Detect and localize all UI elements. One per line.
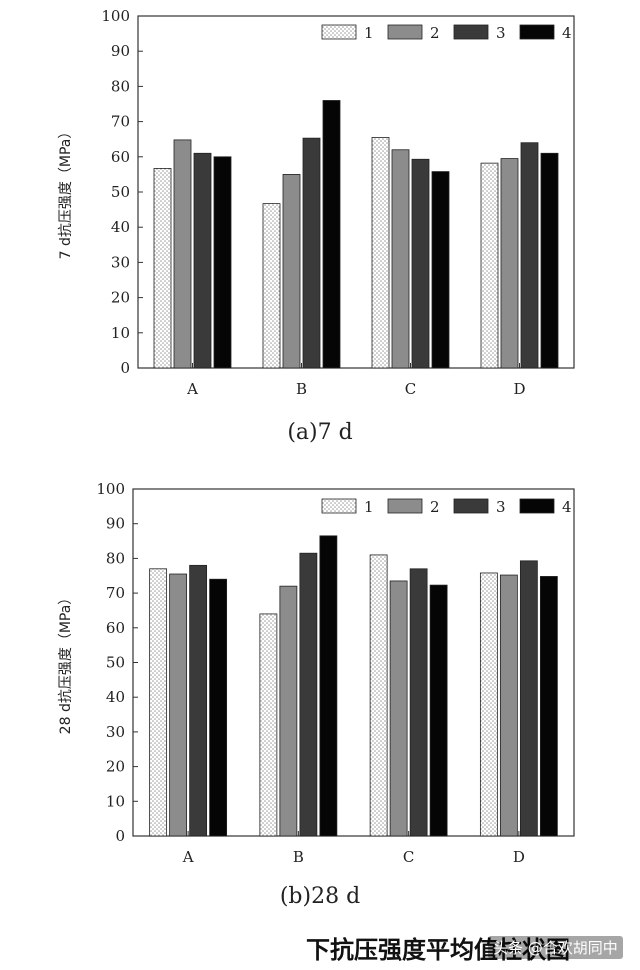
chart-b-bar-D-s4 xyxy=(539,576,558,837)
chart-a-ytick-label: 20 xyxy=(111,289,130,307)
chart-a-legend-swatch-1 xyxy=(321,24,357,40)
chart-b-ytick-label: 90 xyxy=(106,515,125,533)
chart-a-bar-B-s3 xyxy=(302,137,321,369)
chart-a-bar-B-s1 xyxy=(262,203,281,369)
chart-b-xtick-label: A xyxy=(182,848,194,866)
chart-a-xtick-label: C xyxy=(405,380,416,398)
chart-b-ytick-label: 20 xyxy=(106,758,125,776)
chart-b-bar-A-s1 xyxy=(149,568,168,837)
chart-b-ytick-label: 70 xyxy=(106,584,125,602)
chart-a-legend-swatch-3 xyxy=(453,24,489,40)
chart-a-legend-swatch-4 xyxy=(519,24,555,40)
chart-b-bar-C-s4 xyxy=(429,584,448,837)
chart-a-ytick-label: 0 xyxy=(120,359,130,377)
chart-a-bar-C-s2 xyxy=(391,149,410,369)
chart-a-legend-label-4: 4 xyxy=(562,24,572,42)
chart-a-legend-label-1: 1 xyxy=(364,24,374,42)
chart-b-caption: (b)28 d xyxy=(279,884,361,909)
chart-a-ytick-label: 90 xyxy=(111,42,130,60)
chart-a-bar-C-s4 xyxy=(431,171,450,369)
chart-a-ytick-label: 100 xyxy=(101,7,130,25)
chart-b-bar-B-s1 xyxy=(259,613,278,837)
chart-b-bar-D-s1 xyxy=(479,572,498,837)
chart-a-xtick-label: A xyxy=(186,380,198,398)
chart-a-ylabel: 7 d抗压强度（MPa） xyxy=(58,125,74,260)
chart-a-caption: (a)7 d xyxy=(287,420,353,445)
chart-a-ytick-label: 50 xyxy=(111,183,130,201)
chart-a-ytick-label: 10 xyxy=(111,324,130,342)
chart-a-legend-label-2: 2 xyxy=(430,24,440,42)
chart-b-bar-C-s3 xyxy=(409,568,428,837)
chart-b-xtick-label: B xyxy=(293,848,304,866)
chart-a-bar-C-s3 xyxy=(411,158,430,369)
chart-b-bar-C-s1 xyxy=(369,554,388,837)
chart-a-bar-D-s3 xyxy=(520,142,539,369)
chart-a-ytick-label: 60 xyxy=(111,148,130,166)
chart-a-ytick-label: 80 xyxy=(111,77,130,95)
chart-a-ytick-label: 40 xyxy=(111,218,130,236)
chart-b-legend-label-3: 3 xyxy=(496,498,506,516)
chart-a-ytick-label: 70 xyxy=(111,113,130,131)
chart-b-ytick-label: 10 xyxy=(106,792,125,810)
chart-b-bar-B-s4 xyxy=(319,535,338,837)
chart-b-ytick-label: 40 xyxy=(106,688,125,706)
chart-b-ytick-label: 30 xyxy=(106,723,125,741)
chart-a-bar-A-s1 xyxy=(153,168,172,369)
chart-a-bar-C-s1 xyxy=(371,137,390,369)
chart-b-ytick-label: 0 xyxy=(115,827,125,845)
chart-b-bar-D-s2 xyxy=(499,574,518,837)
chart-a-legend-swatch-2 xyxy=(387,24,423,40)
chart-a-bar-B-s4 xyxy=(322,100,341,369)
chart-b-bar-A-s3 xyxy=(189,564,208,837)
chart-a-bar-A-s4 xyxy=(213,156,232,369)
chart-b-ytick-label: 60 xyxy=(106,619,125,637)
figure-title: 下抗压强度平均值柱状图 xyxy=(306,936,570,964)
chart-a-bar-B-s2 xyxy=(282,173,301,369)
chart-a-bar-D-s4 xyxy=(540,152,559,369)
chart-b-legend-swatch-4 xyxy=(519,498,555,514)
chart-b-legend-swatch-1 xyxy=(321,498,357,514)
chart-b-legend-label-1: 1 xyxy=(364,498,374,516)
chart-a-bar-D-s1 xyxy=(480,162,499,369)
chart-b-xtick-label: D xyxy=(513,848,525,866)
chart-b-bar-A-s2 xyxy=(169,573,188,837)
chart-b-bar-B-s3 xyxy=(299,552,318,837)
chart-a-xtick-label: D xyxy=(513,380,525,398)
chart-a-ytick-label: 30 xyxy=(111,253,130,271)
chart-b-legend-label-2: 2 xyxy=(430,498,440,516)
watermark: 头条 @合欢胡同中 xyxy=(488,936,623,959)
chart-b-bar-D-s3 xyxy=(519,560,538,837)
chart-a-bar-A-s2 xyxy=(173,139,192,369)
chart-b-legend-label-4: 4 xyxy=(562,498,572,516)
chart-b-bar-A-s4 xyxy=(209,578,228,837)
chart-a-xtick-label: B xyxy=(296,380,307,398)
chart-a-bar-A-s3 xyxy=(193,152,212,369)
chart-b-legend-swatch-2 xyxy=(387,498,423,514)
chart-a-legend-label-3: 3 xyxy=(496,24,506,42)
chart-b-bar-B-s2 xyxy=(279,585,298,837)
chart-a-bar-D-s2 xyxy=(500,158,519,369)
chart-b-ytick-label: 100 xyxy=(96,480,125,498)
chart-b-xtick-label: C xyxy=(403,848,414,866)
chart-b-legend-swatch-3 xyxy=(453,498,489,514)
chart-b-ytick-label: 80 xyxy=(106,549,125,567)
chart-b-ytick-label: 50 xyxy=(106,654,125,672)
chart-b-ylabel: 28 d抗压强度（MPa） xyxy=(58,591,74,735)
chart-b-bar-C-s2 xyxy=(389,580,408,837)
